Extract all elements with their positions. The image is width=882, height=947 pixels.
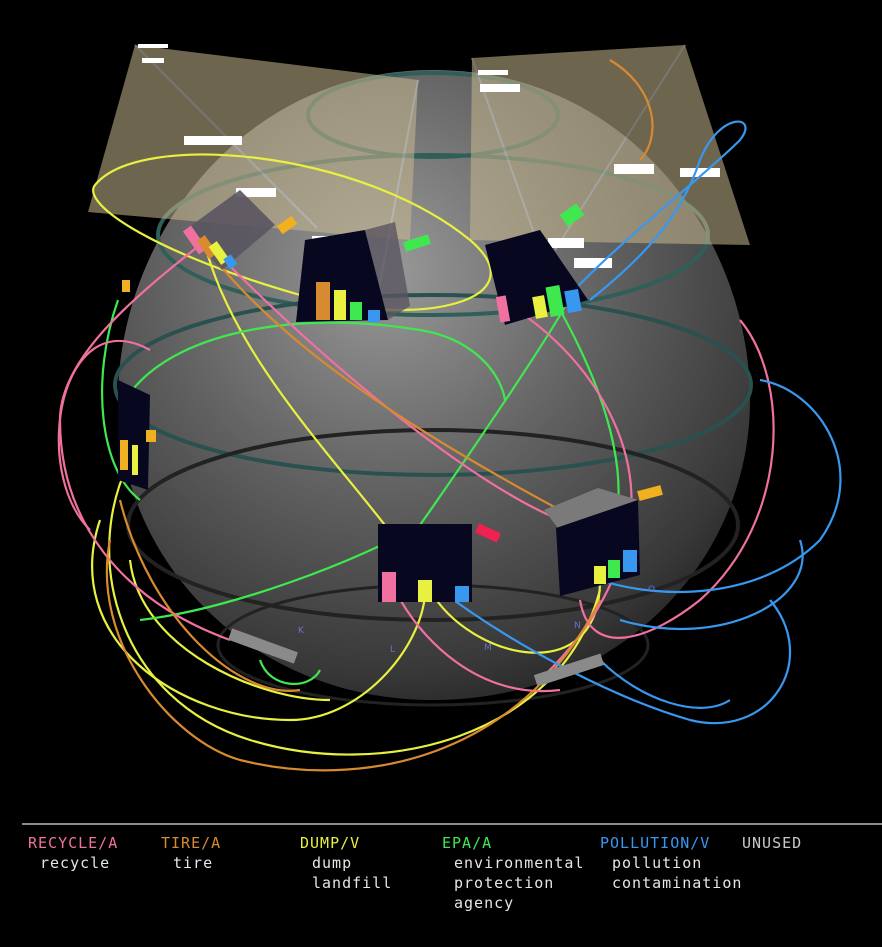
legend-head-pollution: POLLUTION/V bbox=[600, 834, 711, 852]
info-panel-right bbox=[470, 44, 750, 251]
legend-divider bbox=[22, 823, 882, 825]
legend-recycle: RECYCLE/A recycle bbox=[28, 833, 118, 873]
legend-head-dump: DUMP/V bbox=[300, 834, 361, 852]
latitude-ring bbox=[113, 293, 753, 477]
keyword-box-right bbox=[544, 485, 663, 596]
legend-term: agency bbox=[454, 894, 515, 912]
legend-term: pollution bbox=[612, 854, 703, 872]
legend-head-unused: UNUSED bbox=[742, 834, 803, 852]
keyword-box-top-right bbox=[485, 203, 588, 325]
globe-letter-labels: K L M N O bbox=[298, 585, 655, 655]
legend-term: landfill bbox=[312, 874, 393, 892]
unused-slab bbox=[533, 653, 605, 687]
legend-term: contamination bbox=[612, 874, 743, 892]
globe-letter: N bbox=[574, 621, 581, 631]
legend-pollution: POLLUTION/V pollution contamination bbox=[600, 833, 742, 893]
legend-unused: UNUSED bbox=[742, 833, 802, 853]
legend-term: tire bbox=[173, 854, 214, 872]
legend-head-tire: TIRE/A bbox=[161, 834, 222, 852]
legend-epa: EPA/A environmental protection agency bbox=[442, 833, 584, 913]
connection-arcs bbox=[57, 59, 842, 772]
keyword-box-top-center bbox=[296, 222, 431, 322]
globe-letter: O bbox=[648, 585, 655, 595]
legend-term: protection bbox=[454, 874, 555, 892]
globe-letter: K bbox=[298, 626, 305, 636]
keyword-box-center bbox=[378, 523, 501, 602]
legend-dump: DUMP/V dump landfill bbox=[300, 833, 392, 893]
keyword-box-left-edge bbox=[118, 280, 156, 490]
unused-slab bbox=[228, 628, 298, 664]
globe-letter: L bbox=[390, 645, 395, 655]
legend-term: recycle bbox=[40, 854, 111, 872]
globe-letter: M bbox=[484, 643, 492, 653]
legend-head-epa: EPA/A bbox=[442, 834, 493, 852]
legend-term: environmental bbox=[454, 854, 585, 872]
keyword-box-top-left bbox=[182, 190, 298, 270]
legend-tire: TIRE/A tire bbox=[161, 833, 221, 873]
globe-visualization: K L M N O bbox=[57, 44, 842, 772]
legend-term: dump bbox=[312, 854, 353, 872]
legend-head-recycle: RECYCLE/A bbox=[28, 834, 119, 852]
